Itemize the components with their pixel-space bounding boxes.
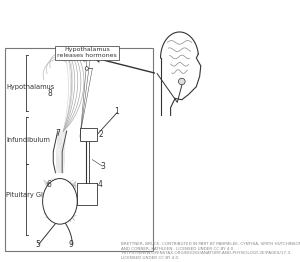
Text: Infundibulum: Infundibulum bbox=[6, 137, 50, 143]
Text: 9: 9 bbox=[69, 240, 74, 249]
Ellipse shape bbox=[43, 179, 77, 224]
Circle shape bbox=[81, 47, 84, 51]
Circle shape bbox=[83, 57, 86, 61]
Text: 5: 5 bbox=[35, 240, 40, 249]
Text: Hypothalamus: Hypothalamus bbox=[6, 84, 55, 90]
Text: 1: 1 bbox=[115, 107, 119, 116]
Text: Pituitary Gland...: Pituitary Gland... bbox=[6, 192, 62, 198]
Circle shape bbox=[85, 67, 88, 70]
Text: Hypothalamus
releases hormones: Hypothalamus releases hormones bbox=[57, 47, 117, 58]
Text: 3: 3 bbox=[100, 162, 105, 171]
Text: 6: 6 bbox=[46, 180, 51, 189]
Bar bbox=[77, 183, 97, 205]
Bar bbox=[80, 128, 97, 141]
Text: 7: 7 bbox=[55, 129, 60, 138]
Text: 2: 2 bbox=[99, 130, 104, 139]
Text: 4: 4 bbox=[98, 180, 103, 189]
Text: BRETTNER, BRUCE. CONTRIBUTED IN PART BY PARMELEE, CYNTHIA, SMITH HUTCHINSON,
AND: BRETTNER, BRUCE. CONTRIBUTED IN PART BY … bbox=[122, 242, 300, 260]
Bar bbox=[5, 48, 153, 251]
Text: 8: 8 bbox=[47, 89, 52, 98]
Ellipse shape bbox=[178, 78, 185, 85]
